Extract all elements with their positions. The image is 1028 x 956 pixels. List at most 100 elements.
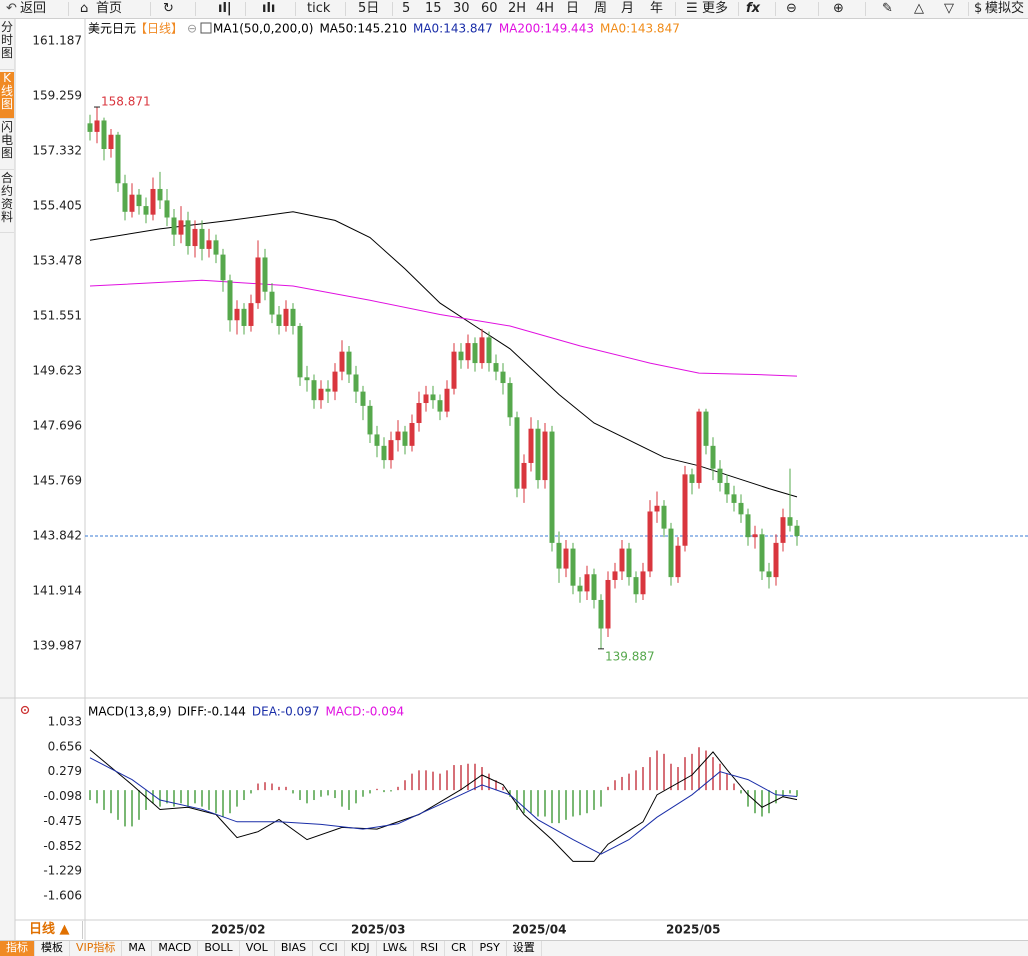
period-button[interactable]: 30 <box>453 1 470 16</box>
separator <box>738 2 739 16</box>
down-icon[interactable]: ▽ <box>944 1 954 16</box>
candle-body <box>150 188 156 215</box>
zoom-in-icon[interactable]: ⊕ <box>833 1 844 16</box>
y-tick-label: 149.623 <box>32 363 82 377</box>
candle-body <box>297 325 303 378</box>
side-tab[interactable]: K线图 <box>0 72 14 119</box>
candle-body <box>472 343 478 364</box>
chart-type-icon[interactable]: ıl| <box>218 1 232 16</box>
legend-entry: DIFF:-0.144 <box>178 705 246 719</box>
refresh-icon[interactable]: ↻ <box>163 1 174 16</box>
candle-body <box>542 431 548 481</box>
period-button[interactable]: tick <box>307 1 331 16</box>
zoom-out-icon[interactable]: ⊖ <box>786 1 797 16</box>
candle-body <box>731 494 737 503</box>
indicator-tab[interactable]: VOL <box>240 941 275 956</box>
menu-icon[interactable]: ☰ <box>686 1 698 16</box>
pen-icon[interactable]: ✎ <box>882 1 893 16</box>
candle-body <box>423 394 429 404</box>
candle-body <box>759 534 765 572</box>
indicator-tab[interactable]: RSI <box>414 941 446 956</box>
indicator-icon[interactable] <box>200 22 212 34</box>
candle-body <box>199 228 205 249</box>
legend-entry: MACD:-0.094 <box>325 705 404 719</box>
separator <box>345 2 346 16</box>
period-button[interactable]: 60 <box>481 1 498 16</box>
period-button[interactable]: 2H <box>508 1 527 16</box>
candle-body <box>283 308 289 326</box>
toolbar-button[interactable]: 模拟交 <box>985 1 1025 16</box>
period-button[interactable]: 年 <box>650 1 664 16</box>
period-select[interactable]: 日线 ▲ <box>15 921 83 939</box>
candle-body <box>290 308 296 326</box>
indicator-tab[interactable]: BOLL <box>198 941 240 956</box>
candle-icon[interactable]: ılı <box>262 1 276 16</box>
back-icon[interactable]: ↶ <box>6 1 17 16</box>
candle-body <box>185 220 191 247</box>
y-tick-label: 153.478 <box>32 253 82 267</box>
indicator-tab[interactable]: 模板 <box>35 941 70 956</box>
period-button[interactable]: 周 <box>594 1 608 16</box>
y-tick-label: 145.769 <box>32 473 82 487</box>
candle-body <box>493 363 499 372</box>
period-button[interactable]: 4H <box>536 1 555 16</box>
indicator-tab[interactable]: PSY <box>473 941 507 956</box>
candle-body <box>451 351 457 389</box>
y-tick-label: -0.475 <box>43 814 82 828</box>
sidebar-bg <box>0 19 15 940</box>
indicator-tab[interactable]: 设置 <box>507 941 542 956</box>
candle-body <box>381 445 387 461</box>
candle-body <box>444 388 450 412</box>
candle-body <box>780 517 786 543</box>
candle-body <box>220 254 226 281</box>
home-icon[interactable]: ⌂ <box>80 1 89 16</box>
candle-body <box>255 257 261 304</box>
dollar-icon[interactable]: $ <box>974 1 983 16</box>
indicator-tab[interactable]: KDJ <box>345 941 377 956</box>
candle-body <box>458 351 464 361</box>
indicator-tab[interactable]: LW& <box>377 941 415 956</box>
candle-body <box>346 351 352 375</box>
indicator-tab[interactable]: BIAS <box>275 941 314 956</box>
toolbar-button[interactable]: 更多 <box>702 1 729 16</box>
candle-body <box>626 548 632 578</box>
period-button[interactable]: 月 <box>621 1 635 16</box>
period-button[interactable]: 15 <box>425 1 442 16</box>
settings-icon[interactable] <box>20 705 30 715</box>
candle-body <box>605 579 611 629</box>
candle-body <box>773 542 779 578</box>
ma-line <box>89 211 798 498</box>
separator <box>675 2 676 16</box>
candle-body <box>703 411 709 446</box>
y-tick-label: 157.332 <box>32 143 82 157</box>
side-tab[interactable]: 闪电图 <box>0 121 14 170</box>
side-tab[interactable]: 合约资料 <box>0 172 14 233</box>
indicator-tab[interactable]: 指标 <box>0 941 35 956</box>
candle-body <box>409 423 415 446</box>
x-tick-label: 2025/03 <box>351 923 405 937</box>
indicator-tab[interactable]: VIP指标 <box>70 941 123 956</box>
side-tab[interactable]: 分时图 <box>0 21 14 70</box>
candle-body <box>353 374 359 392</box>
up-icon[interactable]: △ <box>914 1 924 16</box>
toolbar-button[interactable]: 首页 <box>96 1 123 16</box>
period-button[interactable]: 5 <box>402 1 411 16</box>
indicator-tab[interactable]: CR <box>445 941 474 956</box>
y-tick-label: 143.842 <box>32 528 82 542</box>
toolbar-button[interactable]: 返回 <box>20 1 47 16</box>
indicator-tab[interactable]: MA <box>122 941 153 956</box>
candle-body <box>129 194 135 212</box>
period-button[interactable]: 5日 <box>358 1 380 16</box>
indicator-tab[interactable]: MACD <box>152 941 199 956</box>
indicator-tab[interactable]: CCI <box>313 941 345 956</box>
candle-body <box>304 377 310 381</box>
fx-icon[interactable]: fx <box>746 1 761 16</box>
candle-body <box>192 228 198 247</box>
period-button[interactable]: 日 <box>566 1 580 16</box>
chart-title: 美元日元 <box>88 22 136 36</box>
toggle-icon[interactable]: ⊖ <box>187 22 197 36</box>
candle-body <box>787 517 793 526</box>
separator <box>968 2 969 16</box>
y-tick-label: 151.551 <box>32 308 82 322</box>
